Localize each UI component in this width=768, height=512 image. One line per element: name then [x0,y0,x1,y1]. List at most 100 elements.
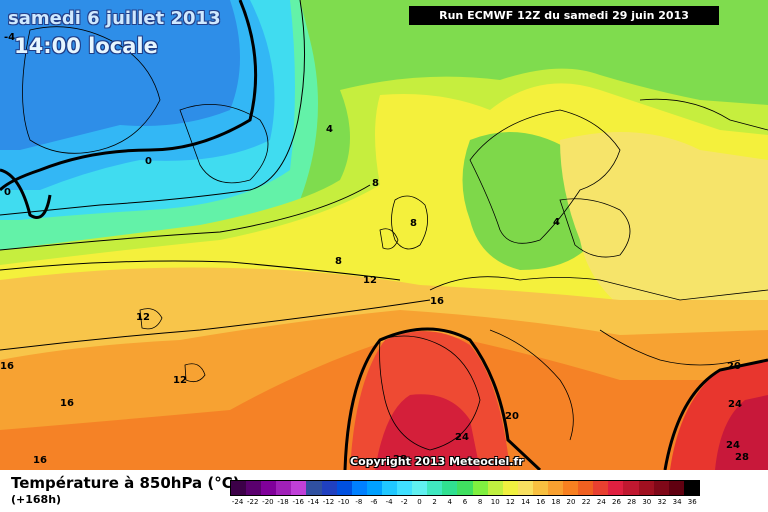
color-swatch [472,481,488,495]
color-scale-ticks: -24 -22 -20 -18 -16 -14 -12 -10 -8 -6 -4 -2 0 2 4 6 8 10 1… [230,498,700,510]
isotherm-label: 0 [145,156,152,167]
isotherm-label: 16 [0,361,14,372]
color-swatch [623,481,639,495]
isotherm-label: 8 [372,178,379,189]
isotherm-label: 0 [4,187,11,198]
color-swatch [306,481,322,495]
isotherm-sixteen [0,299,431,351]
isotherm-label: 16 [33,455,47,466]
field-blue [0,0,240,150]
color-swatch [412,481,428,495]
isotherm-twenty [343,327,542,470]
color-swatch [276,481,292,495]
color-swatch [487,481,503,495]
coastlines [22,26,768,451]
color-swatch [563,481,579,495]
color-swatch [593,481,609,495]
scale-tick-label: 36 [687,498,697,506]
color-swatch [517,481,533,495]
scale-tick-label: 10 [490,498,500,506]
color-swatch [683,481,699,495]
color-swatch [427,481,443,495]
isotherm-label: 20 [505,411,519,422]
color-swatch [246,481,262,495]
scale-tick-label: 12 [505,498,515,506]
color-swatch [381,481,398,495]
color-swatch [532,481,548,495]
color-swatch [608,481,624,495]
scale-tick-label: 4 [447,498,452,506]
scale-tick-label: -2 [400,498,408,506]
isotherm-zero-west [0,168,52,219]
scale-tick-label: -22 [247,498,259,506]
isotherm-label: 24 [455,432,469,443]
color-swatch [231,481,247,495]
color-swatch [668,481,684,495]
field-darkred [375,394,480,470]
color-swatch [442,481,458,495]
isotherm-eight [0,184,371,251]
isotherm-label: 4 [326,124,333,135]
scale-tick-label: -4 [385,498,393,506]
isotherm-four [0,0,306,216]
model-run-label: Run ECMWF 12Z du samedi 29 juin 2013 [409,6,719,25]
scale-tick-label: -20 [262,498,274,506]
scale-tick-label: -16 [292,498,304,506]
isotherm-label: 28 [735,452,749,463]
scale-tick-label: 8 [477,498,483,506]
scale-tick-label: -6 [370,498,378,506]
isotherm-twelve [0,260,401,281]
scale-tick-label: -12 [322,498,335,506]
isotherm-label: 12 [173,375,187,386]
isotherm-twenty-east [663,358,768,470]
color-swatch [547,481,564,495]
scale-tick-label: 18 [551,498,561,506]
scale-tick-label: 20 [566,498,576,506]
color-swatch [366,481,382,495]
scale-tick-label: -8 [355,498,363,506]
isotherm-label: 20 [727,361,741,372]
color-swatch [397,481,413,495]
isotherm-label: 4 [553,217,560,228]
scale-tick-label: 6 [462,498,468,506]
isotherm-label: 12 [136,312,150,323]
forecast-time: 14:00 locale [14,34,158,58]
color-swatch [502,481,518,495]
legend-subtitle: (+168h) [11,493,62,506]
scale-tick-label: 22 [581,498,591,506]
field-darkred-east [715,395,768,470]
color-swatch [261,481,277,495]
color-swatch [351,481,367,495]
color-swatch [457,481,473,495]
scale-tick-label: 24 [596,498,606,506]
scale-tick-label: 2 [432,498,437,506]
color-swatch [638,481,654,495]
isotherm-zero [0,0,258,192]
color-scale [230,480,700,496]
isotherm-label: 16 [430,296,444,307]
color-swatch [291,481,307,495]
isotherm-label: 24 [728,399,742,410]
isotherm-label: -4 [4,32,15,43]
scale-tick-label: 16 [536,498,546,506]
color-swatch [578,481,594,495]
isotherm-label: 8 [335,256,342,267]
isotherm-label: 16 [60,398,74,409]
isotherm-label: 28 [393,454,407,465]
scale-tick-label: 28 [627,498,637,506]
scale-tick-label: -18 [277,498,289,506]
scale-tick-label: 30 [642,498,652,506]
color-swatch [336,481,352,495]
scale-tick-label: 0 [417,498,422,506]
legend-title: Température à 850hPa (°C) [11,474,240,492]
copyright-notice: Copyright 2013 Meteociel.fr [350,455,524,468]
isotherm-label: 8 [410,218,417,229]
color-swatch [653,481,669,495]
scale-tick-label: 34 [672,498,682,506]
forecast-date: samedi 6 juillet 2013 [8,8,221,29]
scale-tick-label: 14 [521,498,530,506]
scale-tick-label: 26 [612,498,621,506]
scale-tick-label: 32 [657,498,667,506]
color-swatch [321,481,337,495]
scale-tick-label: -10 [337,498,350,506]
